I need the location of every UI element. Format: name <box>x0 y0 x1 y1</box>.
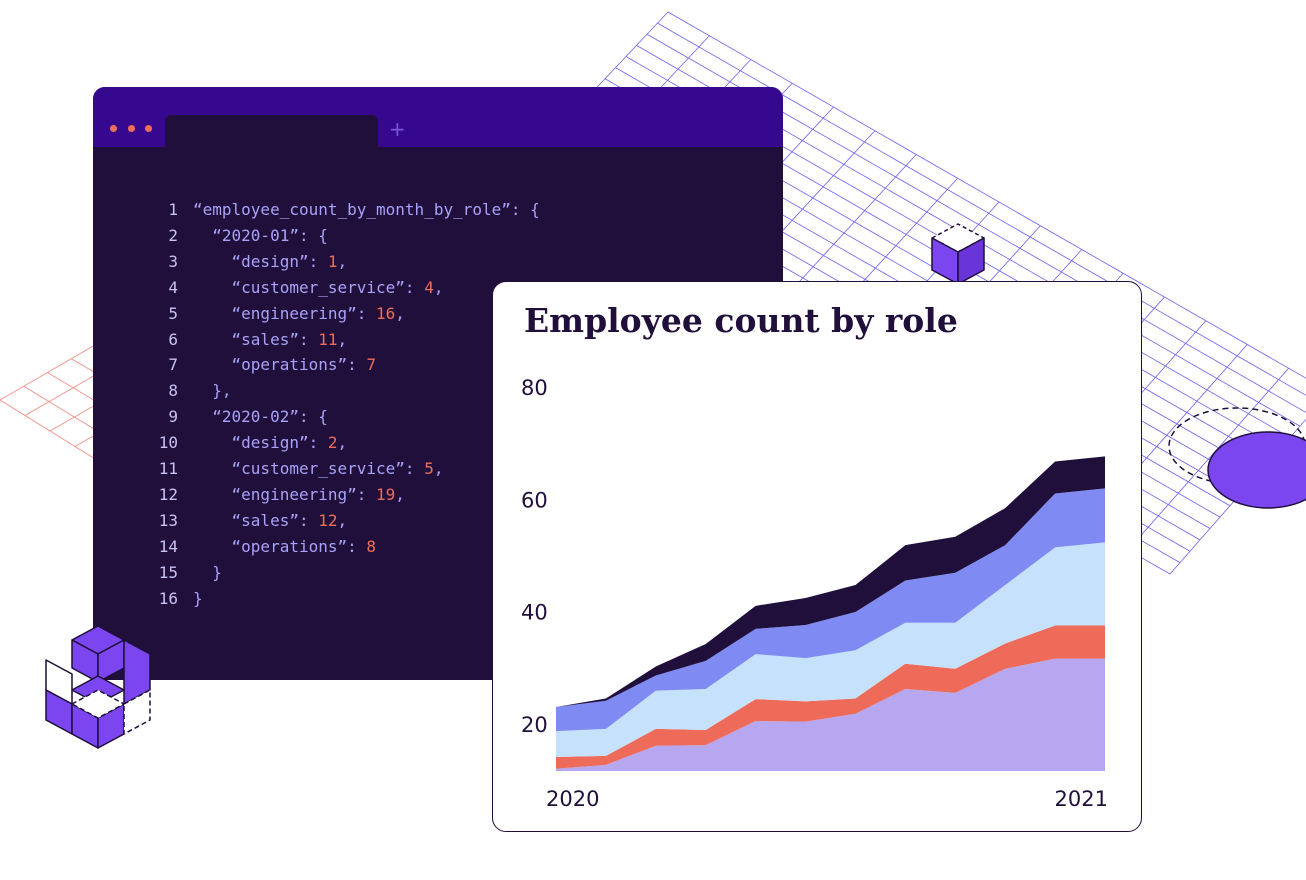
code-text: “design”: 1, <box>193 251 348 271</box>
code-line: 4 “customer_service”: 4, <box>143 275 540 301</box>
chart-card: Employee count by role 20 40 60 80 2020 2021 <box>492 281 1142 832</box>
line-number: 11 <box>158 459 178 479</box>
tab[interactable] <box>165 115 378 147</box>
window-dot <box>110 125 117 132</box>
line-number: 3 <box>168 251 178 271</box>
code-line: 1 “employee_count_by_month_by_role”: { <box>143 197 540 223</box>
code-line: 11 “customer_service”: 5, <box>143 456 540 482</box>
chart-title: Employee count by role <box>524 301 958 340</box>
line-number: 7 <box>168 355 178 375</box>
code-text: “design”: 2, <box>193 433 348 453</box>
code-text: “employee_count_by_month_by_role”: { <box>193 200 540 219</box>
code-text: “operations”: 7 <box>193 355 377 375</box>
area <box>556 658 1105 771</box>
ellipse <box>1207 431 1306 509</box>
line-number: 13 <box>158 510 178 530</box>
new-tab[interactable]: + <box>389 117 406 141</box>
code-text: “engineering”: 16, <box>193 303 405 323</box>
code-text: } <box>193 562 222 582</box>
code-text: “sales”: 11, <box>193 329 348 349</box>
code-text: “2020-01”: { <box>193 225 328 245</box>
code-line: 14 “operations”: 8 <box>143 534 540 560</box>
code-text: “customer_service”: 5, <box>193 459 444 479</box>
y-tick-label: 40 <box>521 601 548 625</box>
line-number: 8 <box>168 381 178 401</box>
code-line: 7 “operations”: 7 <box>143 352 540 378</box>
code-line: 8 }, <box>143 378 540 404</box>
code-line: 3 “design”: 1, <box>143 249 540 275</box>
editor-header: + <box>93 87 783 147</box>
code-line: 6 “sales”: 11, <box>143 327 540 353</box>
code-line: 12 “engineering”: 19, <box>143 482 540 508</box>
y-tick-label: 80 <box>521 376 548 400</box>
line-number: 16 <box>158 588 178 608</box>
code-text: }, <box>193 381 232 401</box>
y-tick-label: 60 <box>521 488 548 512</box>
line-number: 10 <box>158 433 178 453</box>
line-number: 15 <box>158 562 178 582</box>
code-line: 9 “2020-02”: { <box>143 404 540 430</box>
line-number: 12 <box>158 484 178 504</box>
x-tick-label: 2021 <box>1055 787 1108 811</box>
grid-stroke <box>1127 367 1289 551</box>
code-text: “operations”: 8 <box>193 536 377 556</box>
area <box>556 488 1105 732</box>
x-tick-label: 2020 <box>546 787 599 811</box>
code-line: 10 “design”: 2, <box>143 430 540 456</box>
window-dot <box>128 125 135 132</box>
area <box>556 456 1105 707</box>
y-tick-label: 20 <box>521 713 548 737</box>
code-text: “2020-02”: { <box>193 407 328 427</box>
line-number: 14 <box>158 536 178 556</box>
line-number: 4 <box>168 277 178 297</box>
line-number: 9 <box>168 407 178 427</box>
area <box>556 542 1105 757</box>
line-number: 1 <box>168 200 178 219</box>
window-dot <box>145 125 152 132</box>
line-number: 5 <box>168 303 178 323</box>
chart: Employee count by role 20 40 60 80 2020 2021 <box>521 301 1108 811</box>
code-line: 16} <box>143 586 540 612</box>
line-number: 6 <box>168 329 178 349</box>
code-line: 15 } <box>143 560 540 586</box>
area <box>556 625 1105 769</box>
code-line: 5 “engineering”: 16, <box>143 301 540 327</box>
code-line: 2 “2020-01”: { <box>143 223 540 249</box>
code-text: } <box>193 588 203 608</box>
code-text: “customer_service”: 4, <box>193 277 444 297</box>
code-text: “engineering”: 19, <box>193 484 405 504</box>
line-number: 2 <box>168 225 178 245</box>
code-line: 13 “sales”: 12, <box>143 508 540 534</box>
code-text: “sales”: 12, <box>193 510 348 530</box>
code-block: 1 “employee_count_by_month_by_role”: { 2 “… <box>143 197 540 612</box>
